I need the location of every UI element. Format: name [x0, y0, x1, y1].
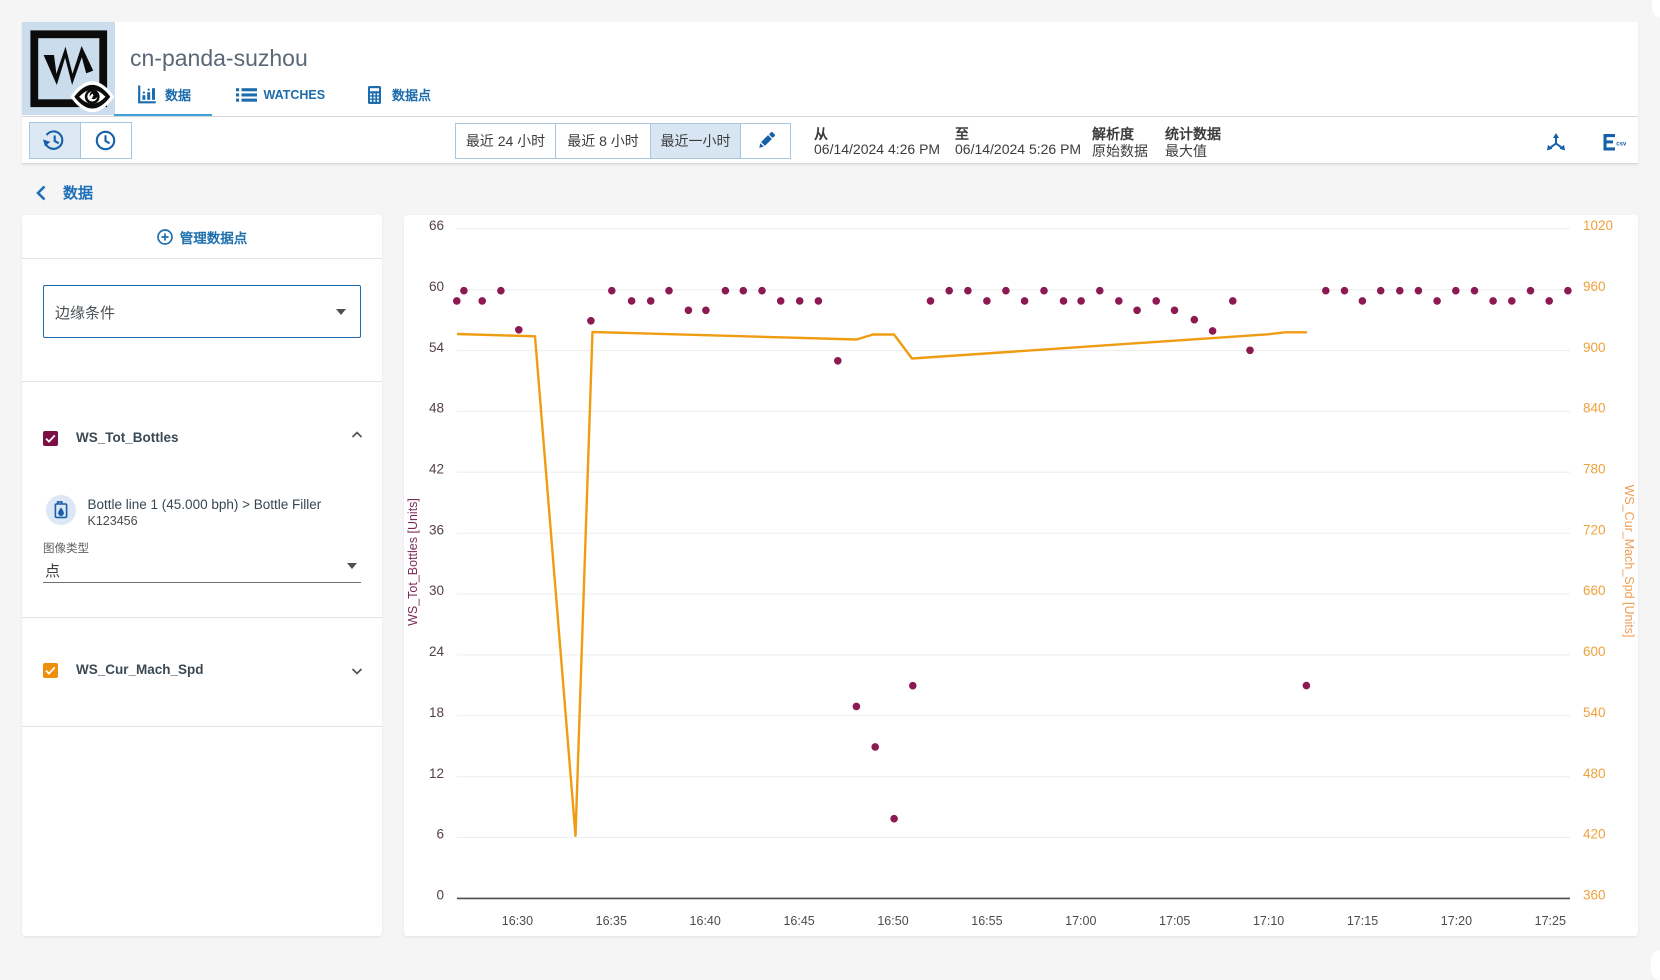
svg-text:17:25: 17:25	[1535, 914, 1566, 928]
svg-text:17:05: 17:05	[1159, 914, 1190, 928]
svg-text:480: 480	[1583, 766, 1606, 781]
svg-text:1020: 1020	[1583, 218, 1613, 233]
svg-text:360: 360	[1583, 888, 1606, 903]
svg-text:720: 720	[1583, 522, 1606, 537]
svg-text:17:00: 17:00	[1065, 914, 1096, 928]
svg-text:600: 600	[1583, 644, 1606, 659]
svg-text:900: 900	[1583, 340, 1606, 355]
svg-text:840: 840	[1583, 401, 1606, 416]
svg-text:0: 0	[436, 888, 444, 903]
svg-text:16:35: 16:35	[596, 914, 627, 928]
svg-text:12: 12	[429, 766, 444, 781]
svg-text:WS_Tot_Bottles [Units]: WS_Tot_Bottles [Units]	[406, 498, 420, 626]
svg-text:66: 66	[429, 218, 444, 233]
svg-text:16:45: 16:45	[783, 914, 814, 928]
svg-text:16:55: 16:55	[971, 914, 1002, 928]
svg-text:16:40: 16:40	[690, 914, 721, 928]
svg-text:WS_Cur_Mach_Spd [Units]: WS_Cur_Mach_Spd [Units]	[1622, 485, 1636, 638]
svg-text:18: 18	[429, 705, 444, 720]
svg-text:16:50: 16:50	[877, 914, 908, 928]
svg-text:960: 960	[1583, 279, 1606, 294]
svg-text:42: 42	[429, 462, 444, 477]
svg-text:30: 30	[429, 583, 444, 598]
svg-text:17:15: 17:15	[1347, 914, 1378, 928]
svg-text:60: 60	[429, 279, 444, 294]
svg-text:54: 54	[429, 340, 445, 355]
svg-text:660: 660	[1583, 583, 1606, 598]
svg-text:24: 24	[429, 644, 445, 659]
svg-text:17:20: 17:20	[1441, 914, 1472, 928]
svg-text:csv: csv	[1616, 142, 1627, 148]
svg-text:780: 780	[1583, 462, 1606, 477]
svg-text:36: 36	[429, 522, 444, 537]
svg-text:420: 420	[1583, 827, 1606, 842]
svg-text:17:10: 17:10	[1253, 914, 1284, 928]
svg-text:540: 540	[1583, 705, 1606, 720]
svg-text:6: 6	[436, 827, 444, 842]
svg-text:48: 48	[429, 401, 444, 416]
svg-text:16:30: 16:30	[502, 914, 533, 928]
